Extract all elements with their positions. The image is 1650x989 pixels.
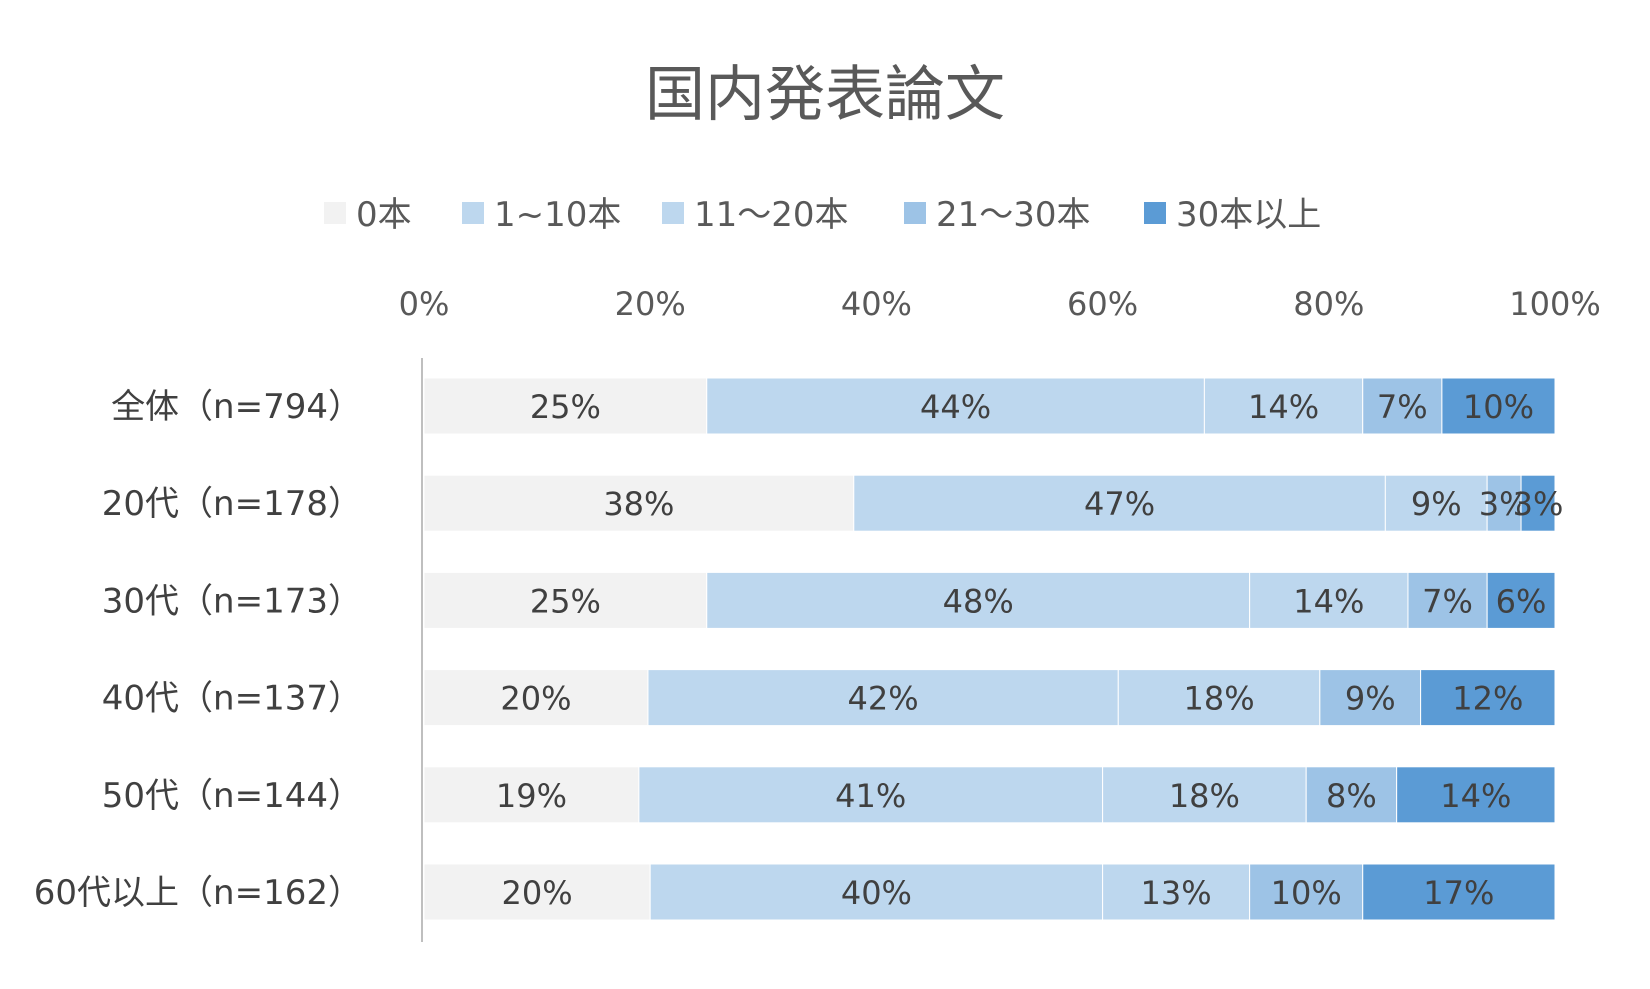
- legend-label-2: 11～20本: [694, 195, 849, 235]
- category-labels: 全体（n=794） 20代（n=178） 30代（n=173） 40代（n=137） 5…: [34, 387, 362, 913]
- bar-segment: [1384, 474, 1488, 532]
- category-label: 60代以上（n=162）: [34, 873, 362, 913]
- bar-segment: [1249, 863, 1364, 921]
- data-label: 19%: [496, 777, 567, 815]
- data-label: 18%: [1183, 680, 1254, 718]
- data-label: 12%: [1452, 680, 1523, 718]
- bar-segment: [423, 571, 708, 629]
- category-label: 40代（n=137）: [102, 679, 362, 719]
- category-label: 30代（n=173）: [102, 581, 362, 621]
- x-tick-label: 60%: [1067, 285, 1138, 323]
- data-label: 42%: [848, 680, 919, 718]
- chart-title: 国内発表論文: [645, 60, 1005, 130]
- data-label: 41%: [835, 777, 906, 815]
- legend-swatch-3: [904, 202, 926, 224]
- bar-segment: [1102, 863, 1251, 921]
- bar-segment: [423, 863, 651, 921]
- legend-label-1: 1~10本: [494, 195, 621, 235]
- legend-swatch-0: [324, 202, 346, 224]
- data-label: 8%: [1326, 777, 1377, 815]
- legend: 0本 1~10本 11～20本 21～30本 30本以上: [324, 195, 1321, 235]
- bar-segment: [1203, 377, 1364, 435]
- data-label: 10%: [1271, 874, 1342, 912]
- bar-segment: [1407, 571, 1488, 629]
- legend-swatch-1: [462, 202, 484, 224]
- data-label: 14%: [1248, 388, 1319, 426]
- x-tick-label: 40%: [841, 285, 912, 323]
- bar-segment: [649, 863, 1104, 921]
- bar-segment: [423, 766, 640, 824]
- data-label: 48%: [943, 582, 1014, 620]
- data-label: 20%: [500, 680, 571, 718]
- bar-segment: [423, 474, 855, 532]
- x-tick-label: 0%: [399, 285, 450, 323]
- category-label: 50代（n=144）: [102, 776, 362, 816]
- bar-segment: [638, 766, 1104, 824]
- data-label: 25%: [530, 388, 601, 426]
- x-tick-label: 20%: [615, 285, 686, 323]
- data-label: 14%: [1293, 582, 1364, 620]
- bar-segment: [1520, 474, 1556, 532]
- data-label: 38%: [603, 485, 674, 523]
- data-label: 20%: [502, 874, 573, 912]
- category-label: 20代（n=178）: [102, 484, 362, 524]
- data-label: 14%: [1440, 777, 1511, 815]
- data-label: 25%: [530, 582, 601, 620]
- x-axis-ticks: 0% 20% 40% 60% 80% 100%: [399, 285, 1601, 323]
- data-label: 10%: [1463, 388, 1534, 426]
- bar-segment: [1396, 766, 1556, 824]
- data-label: 18%: [1169, 777, 1240, 815]
- category-label: 全体（n=794）: [111, 387, 362, 427]
- x-tick-label: 100%: [1509, 285, 1600, 323]
- bar-segment: [706, 571, 1251, 629]
- bar-segment: [1486, 474, 1522, 532]
- bars: 25% 44% 14% 7% 10%38% 47% 9% 3%3%25% 48% 14% 7% 6%2…: [423, 377, 1564, 921]
- bar-segment: [1441, 377, 1556, 435]
- legend-swatch-2: [662, 202, 684, 224]
- bar-segment: [1319, 669, 1422, 727]
- data-label: 13%: [1141, 874, 1212, 912]
- data-label: 17%: [1423, 874, 1494, 912]
- data-label: 44%: [920, 388, 991, 426]
- data-label: 3%: [1513, 485, 1564, 523]
- bar-segment: [1486, 571, 1556, 629]
- legend-label-0: 0本: [356, 195, 412, 235]
- x-tick-label: 80%: [1293, 285, 1364, 323]
- data-label: 6%: [1496, 582, 1547, 620]
- data-label: 47%: [1084, 485, 1155, 523]
- data-label: 9%: [1345, 680, 1396, 718]
- bar-segment: [706, 377, 1205, 435]
- data-label: 7%: [1377, 388, 1428, 426]
- bar-segment: [1305, 766, 1398, 824]
- data-label: 9%: [1411, 485, 1462, 523]
- legend-label-3: 21～30本: [936, 195, 1091, 235]
- legend-label-4: 30本以上: [1176, 195, 1321, 235]
- bar-segment: [1362, 863, 1556, 921]
- bar-segment: [1249, 571, 1409, 629]
- bar-segment: [1102, 766, 1307, 824]
- legend-swatch-4: [1144, 202, 1166, 224]
- data-label: 7%: [1422, 582, 1473, 620]
- bar-segment: [1420, 669, 1556, 727]
- data-label: 40%: [841, 874, 912, 912]
- bar-segment: [1117, 669, 1321, 727]
- bar-segment: [423, 669, 649, 727]
- bar-segment: [423, 377, 708, 435]
